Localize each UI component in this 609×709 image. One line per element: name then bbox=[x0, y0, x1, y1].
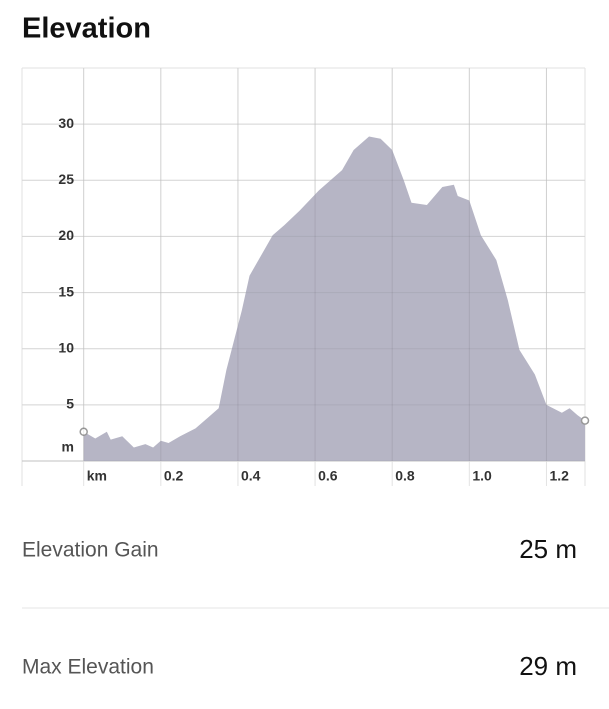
stat-value: 25 m bbox=[519, 534, 577, 564]
y-tick-label: 15 bbox=[58, 283, 74, 299]
x-tick-label: 0.6 bbox=[318, 468, 338, 484]
y-tick-label: 20 bbox=[58, 227, 74, 243]
end-point bbox=[580, 416, 590, 425]
elevation-area bbox=[83, 136, 585, 461]
x-tick-label: 1.0 bbox=[472, 468, 492, 484]
y-tick-label: 30 bbox=[58, 115, 74, 131]
section-title: Elevation bbox=[22, 13, 151, 45]
x-tick-label: km bbox=[87, 468, 107, 484]
stat-label: Max Elevation bbox=[22, 656, 154, 679]
stat-label: Elevation Gain bbox=[22, 539, 159, 562]
end-point bbox=[79, 427, 88, 437]
x-tick-label: 0.8 bbox=[395, 468, 415, 484]
x-tick-label: 0.4 bbox=[241, 468, 261, 484]
y-tick-label: 10 bbox=[58, 339, 74, 355]
x-tick-label: 0.2 bbox=[164, 468, 184, 484]
y-tick-label: 5 bbox=[66, 396, 74, 412]
y-tick-label: m bbox=[62, 439, 74, 455]
stat-value: 29 m bbox=[519, 651, 577, 681]
x-tick-label: 1.2 bbox=[549, 468, 569, 484]
chart: m 5 10 15 20 25 30 km 0.2 0.4 0.6 0.8 1.0 1.2 bbox=[22, 68, 590, 486]
y-tick-label: 25 bbox=[58, 171, 74, 187]
